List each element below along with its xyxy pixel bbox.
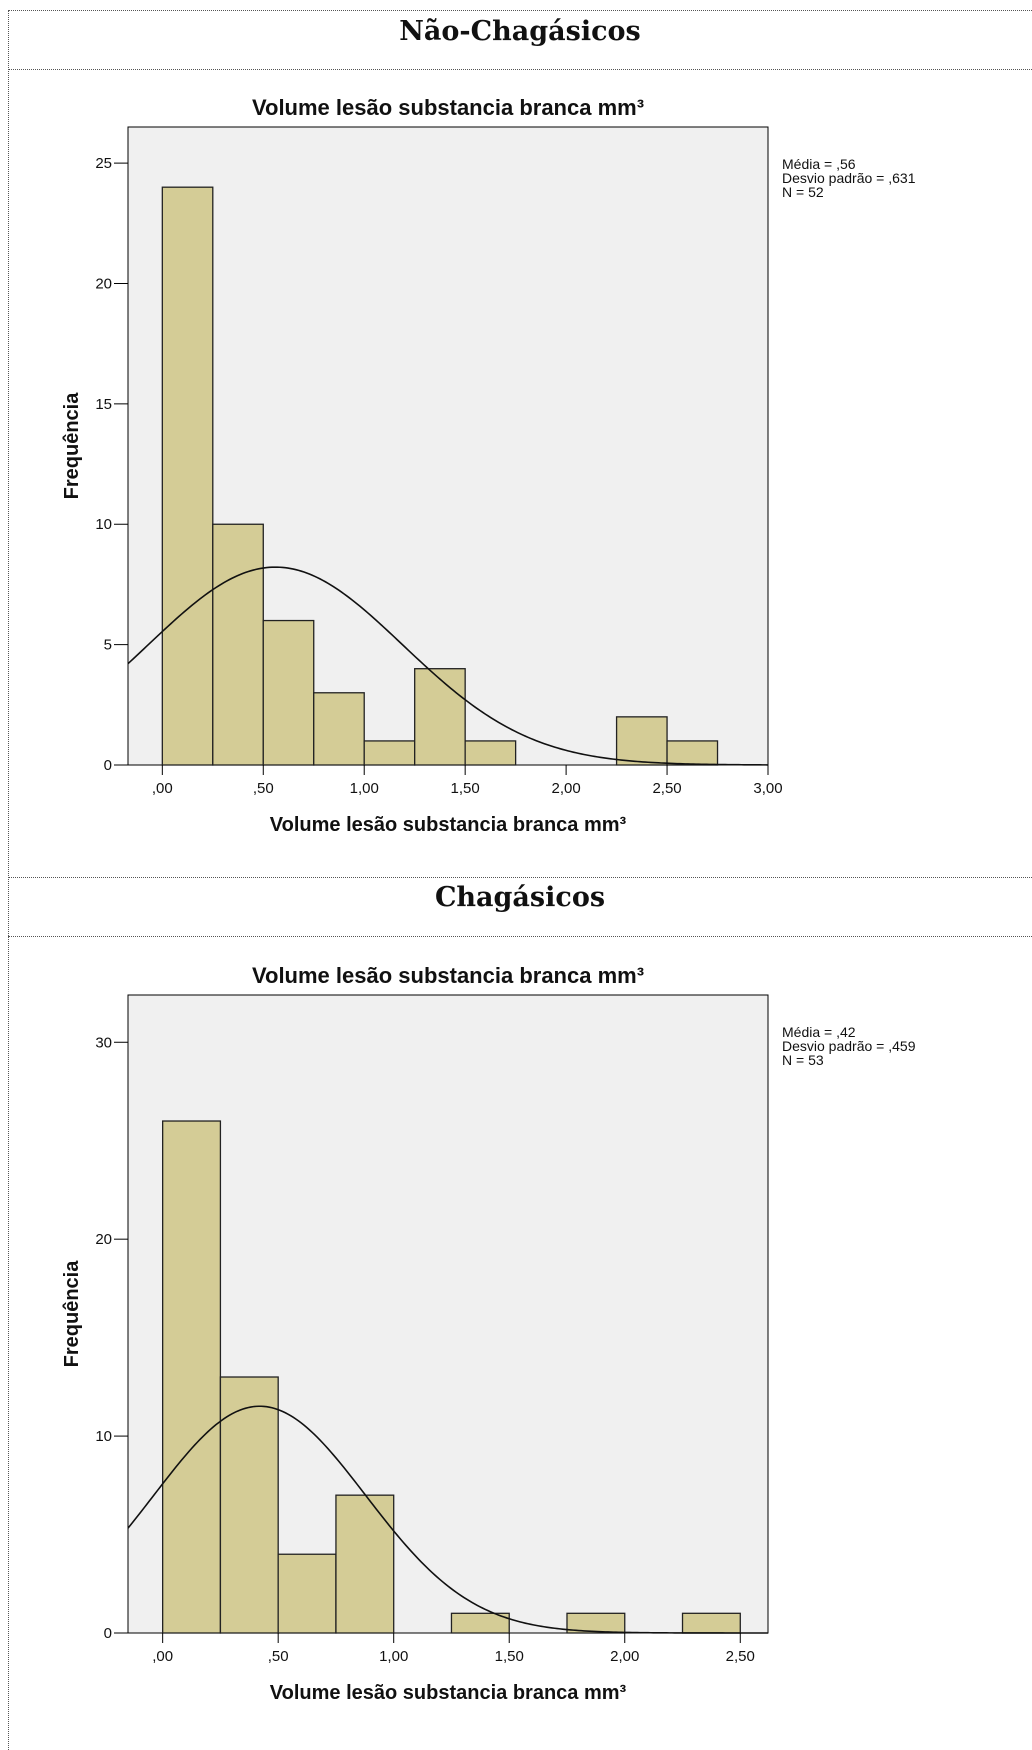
section-divider xyxy=(8,877,1032,878)
stats-line: Desvio padrão = ,631 xyxy=(782,170,916,186)
x-tick-label: 1,00 xyxy=(350,780,379,797)
section-divider xyxy=(8,936,1032,937)
x-tick-label: 2,00 xyxy=(552,780,581,797)
x-tick-label: ,50 xyxy=(253,780,274,797)
y-tick-label: 15 xyxy=(95,396,112,413)
histogram-bar xyxy=(666,740,719,766)
histogram-bar xyxy=(162,1120,222,1634)
y-tick-label: 10 xyxy=(95,516,112,533)
section-title: Não-Chagásicos xyxy=(399,16,641,47)
y-tick-label: 25 xyxy=(95,155,112,172)
y-tick-label: 0 xyxy=(104,757,112,774)
x-tick-label: 1,50 xyxy=(495,1648,524,1665)
x-tick-label: 2,50 xyxy=(652,780,681,797)
chart-title: Volume lesão substancia branca mm³ xyxy=(252,95,644,120)
histogram-bar xyxy=(161,186,214,766)
histogram-bar xyxy=(219,1376,279,1634)
y-tick-label: 20 xyxy=(95,275,112,292)
y-tick-label: 5 xyxy=(104,637,112,654)
x-axis-label: Volume lesão substancia branca mm³ xyxy=(270,1682,627,1704)
stats-line: Média = ,56 xyxy=(782,156,856,172)
histogram-bar xyxy=(363,740,416,766)
section-title: Chagásicos xyxy=(434,882,606,913)
table-frame xyxy=(8,10,1032,1750)
x-tick-label: ,00 xyxy=(152,780,173,797)
histogram-bar xyxy=(566,1612,626,1634)
y-tick-label: 30 xyxy=(95,1034,112,1051)
normal-curve xyxy=(127,566,769,766)
histogram-bar xyxy=(277,1553,337,1634)
normal-curve xyxy=(127,1405,768,1634)
stats-line: Média = ,42 xyxy=(782,1024,856,1040)
histogram-bar xyxy=(615,716,668,766)
chart-title: Volume lesão substancia branca mm³ xyxy=(252,963,644,988)
y-tick-label: 10 xyxy=(95,1428,112,1445)
x-tick-label: 1,50 xyxy=(451,780,480,797)
x-tick-label: 2,50 xyxy=(726,1648,755,1665)
histogram-bar xyxy=(313,692,365,766)
x-tick-label: ,50 xyxy=(268,1648,289,1665)
stats-line: N = 53 xyxy=(782,1052,824,1068)
histogram-nao-chagasicos: Volume lesão substancia branca mm³ 0 5 10 15… xyxy=(61,95,916,836)
histogram-bar xyxy=(450,1612,510,1634)
histogram-bar xyxy=(262,619,315,766)
x-tick-label: 3,00 xyxy=(753,780,782,797)
histogram-bar xyxy=(212,523,264,766)
y-axis-label: Frequência xyxy=(61,392,83,500)
section-divider xyxy=(8,69,1032,70)
y-axis-label: Frequência xyxy=(61,1260,83,1368)
histogram-chagasicos: Volume lesão substancia branca mm³ 0 10 20 3… xyxy=(61,963,916,1704)
stats-line: N = 52 xyxy=(782,184,824,200)
histogram-bar xyxy=(414,668,466,766)
x-tick-label: 1,00 xyxy=(379,1648,408,1665)
x-tick-label: 2,00 xyxy=(610,1648,639,1665)
histogram-bar xyxy=(464,740,517,766)
stats-line: Desvio padrão = ,459 xyxy=(782,1038,916,1054)
histogram-bar xyxy=(681,1612,741,1634)
y-tick-label: 0 xyxy=(104,1625,112,1642)
y-tick-label: 20 xyxy=(95,1231,112,1248)
x-axis-label: Volume lesão substancia branca mm³ xyxy=(270,814,627,836)
histogram-bar xyxy=(335,1494,395,1634)
x-tick-label: ,00 xyxy=(152,1648,173,1665)
